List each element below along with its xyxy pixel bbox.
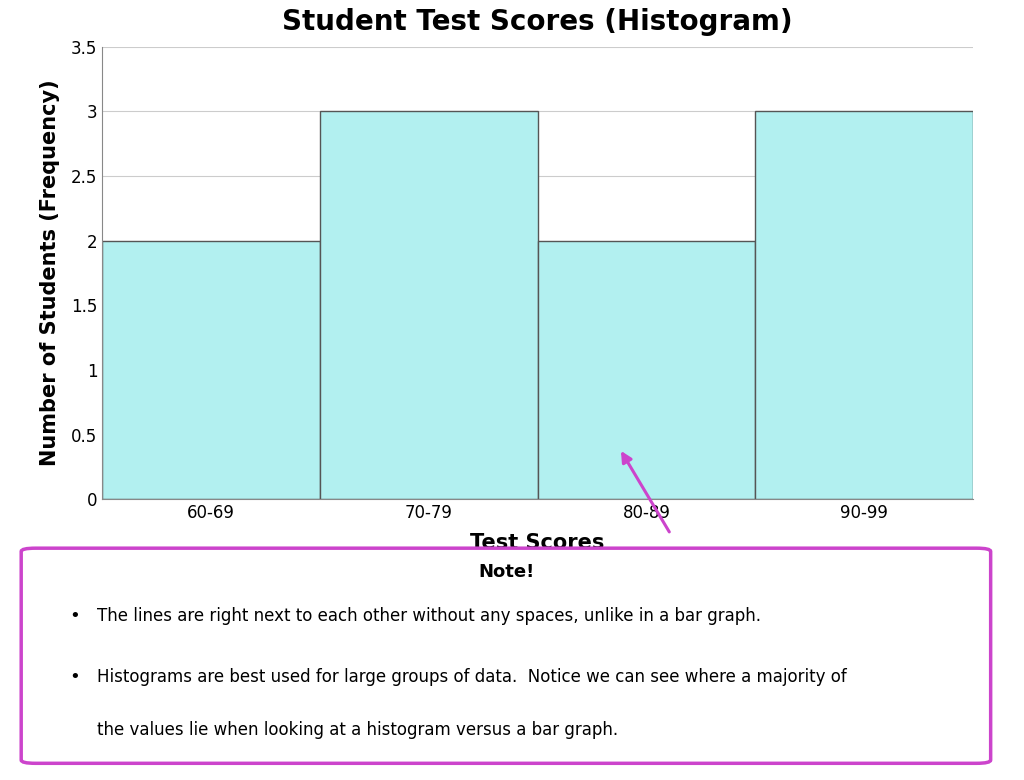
Text: •: •: [69, 607, 80, 625]
X-axis label: Test Scores: Test Scores: [470, 534, 605, 553]
FancyBboxPatch shape: [22, 548, 990, 764]
Text: Note!: Note!: [479, 563, 535, 581]
Text: •: •: [69, 668, 80, 686]
Bar: [538, 241, 756, 499]
Title: Student Test Scores (Histogram): Student Test Scores (Histogram): [283, 8, 793, 36]
Bar: [319, 112, 538, 499]
Bar: [755, 112, 973, 499]
Text: Histograms are best used for large groups of data.  Notice we can see where a ma: Histograms are best used for large group…: [97, 668, 847, 686]
Y-axis label: Number of Students (Frequency): Number of Students (Frequency): [40, 80, 60, 466]
Text: the values lie when looking at a histogram versus a bar graph.: the values lie when looking at a histogr…: [97, 721, 618, 739]
Text: The lines are right next to each other without any spaces, unlike in a bar graph: The lines are right next to each other w…: [97, 607, 762, 625]
Bar: [102, 241, 319, 499]
